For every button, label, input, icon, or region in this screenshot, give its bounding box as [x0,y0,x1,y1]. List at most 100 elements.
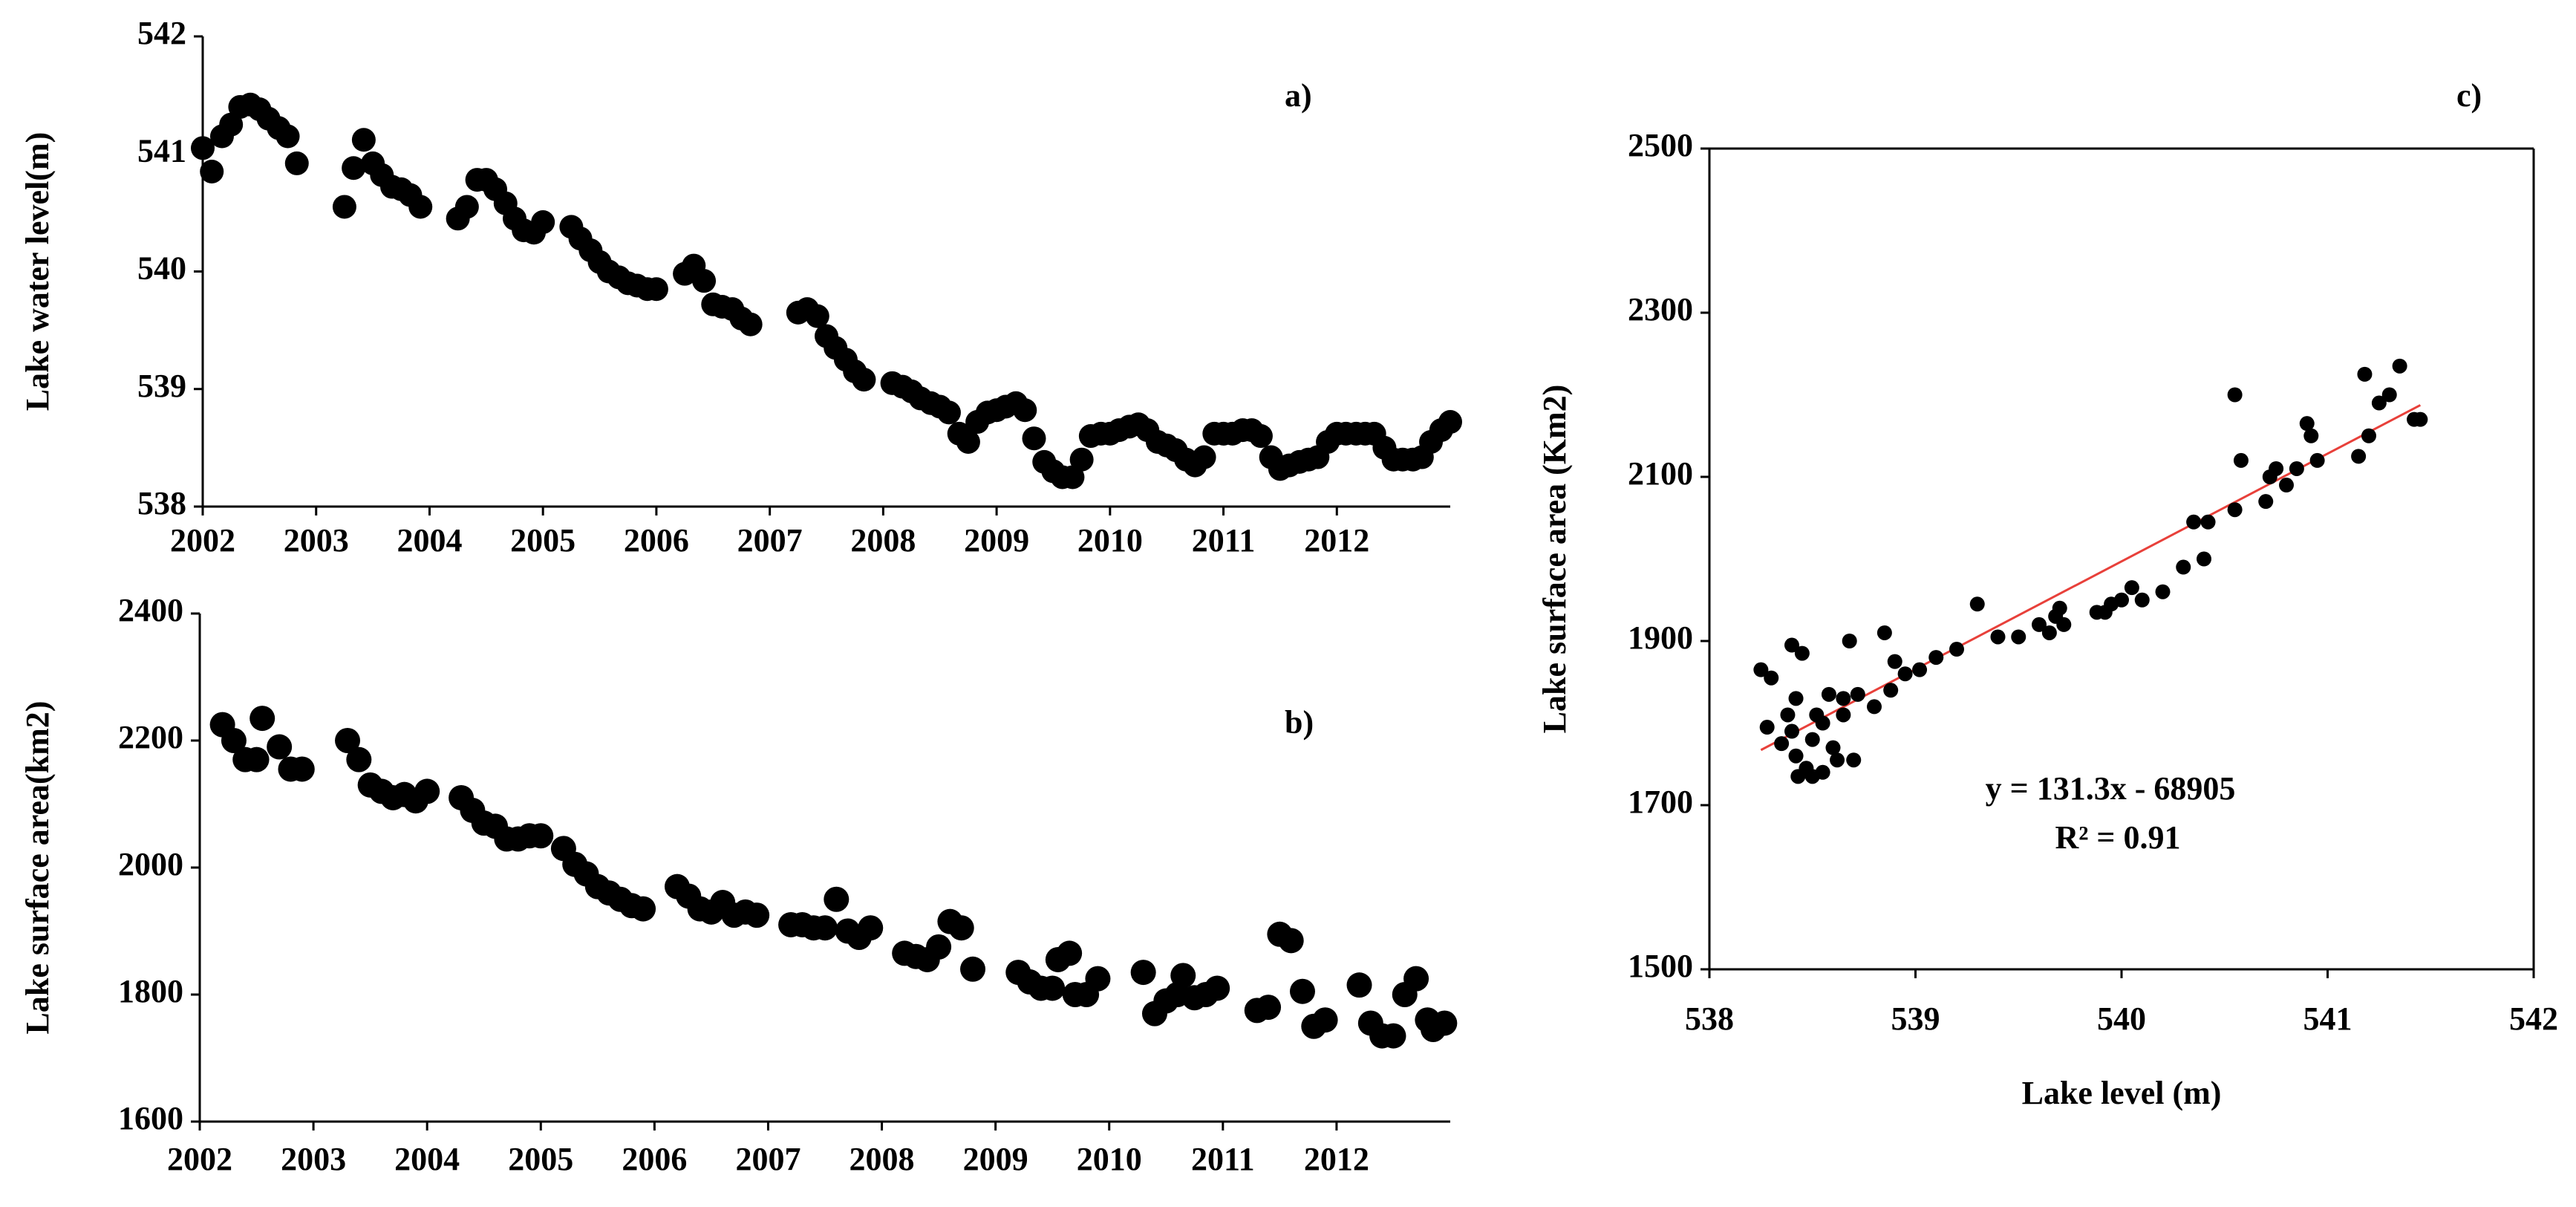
x-tick-label: 2009 [964,522,1029,559]
data-point [1784,637,1799,653]
data-point [1170,963,1196,989]
y-tick-label: 542 [137,15,186,51]
data-point [1759,720,1775,735]
data-point [244,746,270,772]
data-point [2200,514,2216,530]
x-tick-label: 2012 [1304,1141,1369,1177]
data-point [454,195,479,219]
x-tick-label: 2004 [397,522,462,559]
y-axis-title: Lake surface area(km2) [19,701,56,1035]
data-point [1085,966,1111,992]
data-point [692,269,717,293]
data-point [2011,629,2026,645]
x-tick-label: 541 [2303,1001,2352,1037]
data-point [812,915,838,941]
data-point [351,128,376,152]
y-tick-label: 539 [137,368,186,404]
data-point [744,902,770,928]
data-point [738,312,763,336]
data-point [1788,748,1804,764]
x-tick-label: 2003 [281,1141,346,1177]
data-point [1836,707,1851,723]
data-point [2299,416,2315,432]
data-point [1815,715,1830,731]
y-tick-label: 2300 [1628,291,1693,328]
data-point [2392,358,2407,374]
data-point [1289,978,1315,1004]
data-point [332,195,356,219]
data-point [1192,445,1216,469]
data-point [289,756,315,782]
data-point [267,734,293,760]
data-point [1256,995,1282,1021]
data-point [2114,592,2129,608]
data-point [1784,723,1799,739]
data-point [1949,642,1964,657]
x-tick-label: 539 [1891,1001,1940,1037]
data-point [1867,699,1882,715]
x-tick-label: 2010 [1077,1141,1142,1177]
data-point [284,151,309,175]
x-tick-label: 542 [2509,1001,2558,1037]
data-point [1346,972,1372,998]
y-axis-title: Lake surface area (Km2) [1536,385,1573,734]
data-point [2269,461,2284,476]
data-point [2413,411,2428,427]
x-tick-label: 540 [2097,1001,2146,1037]
data-point [2134,592,2150,608]
y-tick-label: 2100 [1628,455,1693,492]
y-tick-label: 538 [137,485,186,521]
y-tick-label: 1500 [1628,948,1693,984]
annotation: R² = 0.91 [2055,819,2180,856]
y-tick-label: 540 [137,250,186,287]
data-point [926,934,952,960]
data-point [2233,452,2249,468]
data-point [1753,662,1769,677]
data-point [1013,398,1037,423]
data-point [948,915,974,941]
data-point [1432,1010,1458,1036]
y-tick-label: 1700 [1628,784,1693,820]
data-point [2227,502,2243,518]
data-point [1380,1023,1406,1049]
data-point [1912,662,1928,677]
data-point [2258,494,2274,510]
data-point [2197,551,2211,567]
x-tick-label: 2011 [1191,1141,1255,1177]
data-point [1842,634,1857,648]
data-point [2357,366,2373,382]
data-point [1969,596,1985,612]
data-point [805,304,829,328]
y-axis-title: Lake water level(m) [19,132,56,411]
data-point [2227,387,2243,403]
x-tick-label: 2012 [1304,522,1369,559]
data-point [1040,975,1066,1001]
data-point [1821,686,1836,702]
data-point [2032,616,2047,632]
data-point [342,156,366,180]
x-axis-title: Lake level (m) [2022,1075,2222,1111]
x-tick-label: 2008 [850,1141,915,1177]
data-point [346,746,372,772]
data-point [1846,752,1862,768]
x-tick-label: 2003 [284,522,349,559]
data-point [250,706,275,732]
data-point [1130,960,1156,986]
data-point [1815,764,1830,780]
data-point [2176,559,2191,575]
y-tick-label: 1800 [118,973,183,1009]
data-point [1248,424,1273,449]
y-tick-label: 1900 [1628,619,1693,656]
x-tick-label: 2002 [170,522,235,559]
data-point [1788,691,1804,706]
annotation: y = 131.3x - 68905 [1986,770,2236,807]
data-point [1060,465,1085,489]
data-point [1887,654,1902,669]
data-point [2186,514,2202,530]
data-point [2052,600,2067,616]
y-tick-label: 1600 [118,1100,183,1136]
data-point [1876,625,1892,640]
data-point [1794,645,1810,661]
x-tick-label: 2009 [963,1141,1028,1177]
